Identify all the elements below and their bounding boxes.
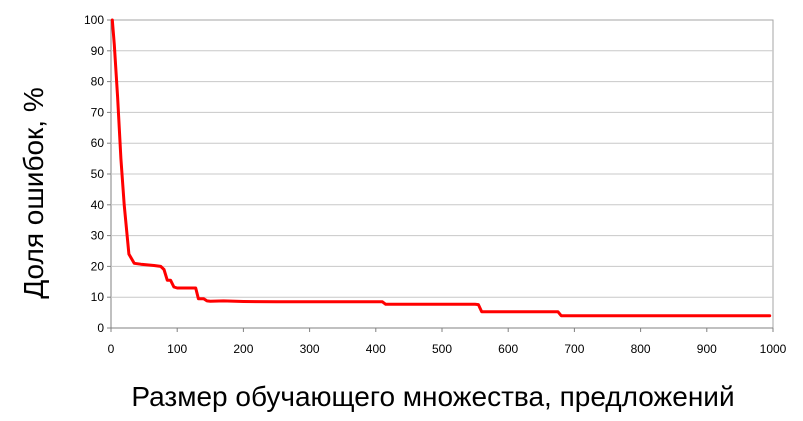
y-axis-ticks: 0 10 20 30 40 50 60 70 80 90 100 [84, 13, 111, 335]
y-tick-label: 90 [91, 44, 105, 58]
y-tick-label: 40 [91, 198, 105, 212]
x-tick-label: 900 [697, 342, 717, 356]
y-tick-label: 30 [91, 229, 105, 243]
series-group [110, 18, 772, 318]
y-axis-title: Доля ошибок, % [18, 87, 49, 299]
x-tick-label: 500 [432, 342, 452, 356]
x-tick-label: 100 [167, 342, 187, 356]
y-tick-label: 10 [91, 290, 105, 304]
y-tick-label: 100 [84, 13, 104, 27]
series-line [110, 18, 772, 318]
x-axis-title: Размер обучающего множества, предложений [131, 381, 734, 412]
x-tick-label: 200 [233, 342, 253, 356]
x-axis-ticks: 0 100 200 300 400 500 600 700 800 900 1000 [108, 328, 787, 356]
y-tick-label: 60 [91, 136, 105, 150]
x-tick-label: 0 [108, 342, 115, 356]
y-tick-label: 50 [91, 167, 105, 181]
x-tick-label: 400 [366, 342, 386, 356]
y-tick-label: 80 [91, 75, 105, 89]
y-tick-label: 20 [91, 259, 105, 273]
x-tick-label: 600 [498, 342, 518, 356]
gridlines [111, 50, 773, 298]
y-tick-label: 0 [97, 321, 104, 335]
x-tick-label: 300 [300, 342, 320, 356]
x-tick-label: 700 [564, 342, 584, 356]
y-tick-label: 70 [91, 105, 105, 119]
x-tick-label: 800 [631, 342, 651, 356]
x-tick-label: 1000 [760, 342, 787, 356]
